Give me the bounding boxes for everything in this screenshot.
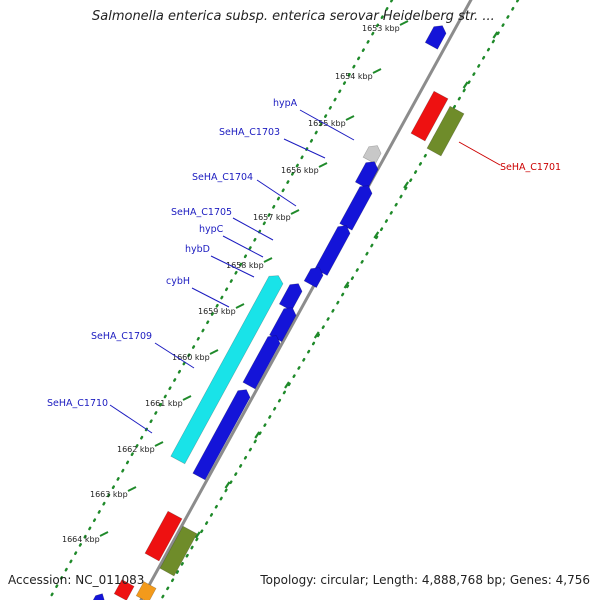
tick-mark bbox=[99, 531, 109, 537]
backbone-line bbox=[139, 0, 473, 600]
gene-label-SeHA_C1705: SeHA_C1705 bbox=[171, 207, 232, 218]
tick-label-1658-kbp: 1658 kbp bbox=[226, 261, 264, 270]
gene-leader-SeHA_C1703 bbox=[283, 138, 326, 159]
tick-label-1659-kbp: 1659 kbp bbox=[198, 307, 236, 316]
gene-leader-SeHA_C1704 bbox=[256, 179, 297, 207]
feature-SeHA_C1703[interactable] bbox=[354, 161, 379, 190]
tick-label-1654-kbp: 1654 kbp bbox=[335, 72, 373, 81]
feature-hybD[interactable] bbox=[278, 283, 303, 312]
ring-tick bbox=[284, 381, 290, 389]
ring-tick bbox=[373, 231, 380, 239]
feature-other-bottom[interactable] bbox=[159, 525, 198, 577]
ring-tick bbox=[313, 331, 320, 339]
feature-reverse-bottom[interactable] bbox=[144, 510, 183, 562]
feature-reverse-edge[interactable] bbox=[113, 579, 135, 600]
tick-label-1661-kbp: 1661 kbp bbox=[145, 399, 183, 408]
feature-reverse-top[interactable] bbox=[410, 90, 449, 142]
ring-tick bbox=[492, 31, 499, 39]
gene-label-SeHA_C1701: SeHA_C1701 bbox=[500, 162, 561, 173]
gene-label-SeHA_C1709: SeHA_C1709 bbox=[91, 331, 152, 342]
tick-label-1653-kbp: 1653 kbp bbox=[362, 24, 400, 33]
gene-leader-SeHA_C1705 bbox=[232, 217, 274, 241]
feature-cds-top[interactable] bbox=[424, 25, 447, 50]
feature-cds-bottom[interactable] bbox=[90, 593, 105, 600]
gene-label-hybD: hybD bbox=[185, 244, 210, 255]
gene-leader-hypC bbox=[222, 235, 264, 258]
tick-mark bbox=[399, 20, 409, 26]
tick-mark bbox=[127, 486, 137, 492]
gene-label-SeHA_C1703: SeHA_C1703 bbox=[219, 127, 280, 138]
accession-text: Accession: NC_011083 bbox=[8, 573, 145, 587]
feature-hypA[interactable] bbox=[362, 145, 382, 165]
gene-label-SeHA_C1704: SeHA_C1704 bbox=[192, 172, 253, 183]
genome-summary-text: Topology: circular; Length: 4,888,768 bp… bbox=[260, 573, 590, 587]
gene-label-SeHA_C1710: SeHA_C1710 bbox=[47, 398, 108, 409]
feature-SeHA_C1710[interactable] bbox=[192, 389, 251, 481]
gene-leader-hybD bbox=[210, 255, 255, 278]
feature-hypC[interactable] bbox=[303, 267, 324, 289]
feature-SeHA_C1705[interactable] bbox=[314, 225, 351, 276]
gene-leader-SeHA_C1709 bbox=[154, 342, 195, 369]
tick-label-1656-kbp: 1656 kbp bbox=[281, 166, 319, 175]
feature-tracks[interactable] bbox=[90, 25, 465, 600]
feature-orange-edge[interactable] bbox=[135, 581, 157, 600]
tick-mark bbox=[318, 162, 328, 168]
gene-leader-cybH bbox=[191, 287, 230, 308]
tick-mark bbox=[235, 303, 245, 309]
gene-label-cybH: cybH bbox=[166, 276, 190, 287]
backbone bbox=[139, 0, 473, 600]
feature-cyan-long[interactable] bbox=[170, 275, 284, 465]
tick-label-1662-kbp: 1662 kbp bbox=[117, 445, 155, 454]
tick-mark bbox=[182, 395, 192, 401]
dotted-ring-guides bbox=[48, 0, 520, 600]
position-ticks: 1653 kbp 1654 kbp 1655 kbp 1656 kbp 1657 kbp… bbox=[62, 20, 409, 544]
tick-mark bbox=[372, 68, 382, 74]
ring-tick bbox=[224, 481, 231, 489]
gene-label-hypA: hypA bbox=[273, 98, 298, 109]
tick-mark bbox=[290, 209, 300, 215]
ring-tick bbox=[194, 531, 201, 539]
gene-leader-SeHA_C1701 bbox=[458, 141, 501, 166]
ring-tick bbox=[403, 181, 409, 189]
tick-label-1657-kbp: 1657 kbp bbox=[253, 213, 291, 222]
ring-tick bbox=[254, 431, 261, 439]
feature-SeHA_C1704[interactable] bbox=[339, 185, 373, 231]
dotted-ring-outer bbox=[48, 0, 394, 600]
tick-mark bbox=[263, 257, 273, 263]
map-title: Salmonella enterica subsp. enterica sero… bbox=[92, 9, 495, 24]
ring-tick bbox=[462, 81, 469, 89]
ring-tick bbox=[343, 281, 350, 289]
tick-label-1663-kbp: 1663 kbp bbox=[90, 490, 128, 499]
tick-mark bbox=[209, 349, 219, 355]
tick-mark bbox=[154, 441, 164, 447]
tick-label-1664-kbp: 1664 kbp bbox=[62, 535, 100, 544]
tick-label-1655-kbp: 1655 kbp bbox=[308, 119, 346, 128]
gene-labels: hypA SeHA_C1703 SeHA_C1704 SeHA_C1705 hypC hy… bbox=[47, 98, 561, 434]
gene-label-hypC: hypC bbox=[199, 224, 224, 235]
gene-leader-hypA bbox=[299, 109, 355, 141]
gene-leader-SeHA_C1710 bbox=[109, 404, 153, 434]
feature-SeHA_C1701[interactable] bbox=[426, 105, 465, 157]
tick-label-1660-kbp: 1660 kbp bbox=[172, 353, 210, 362]
dotted-ring-inner bbox=[160, 0, 520, 600]
tick-mark bbox=[345, 115, 355, 121]
feature-SeHA_C1709[interactable] bbox=[242, 335, 281, 390]
